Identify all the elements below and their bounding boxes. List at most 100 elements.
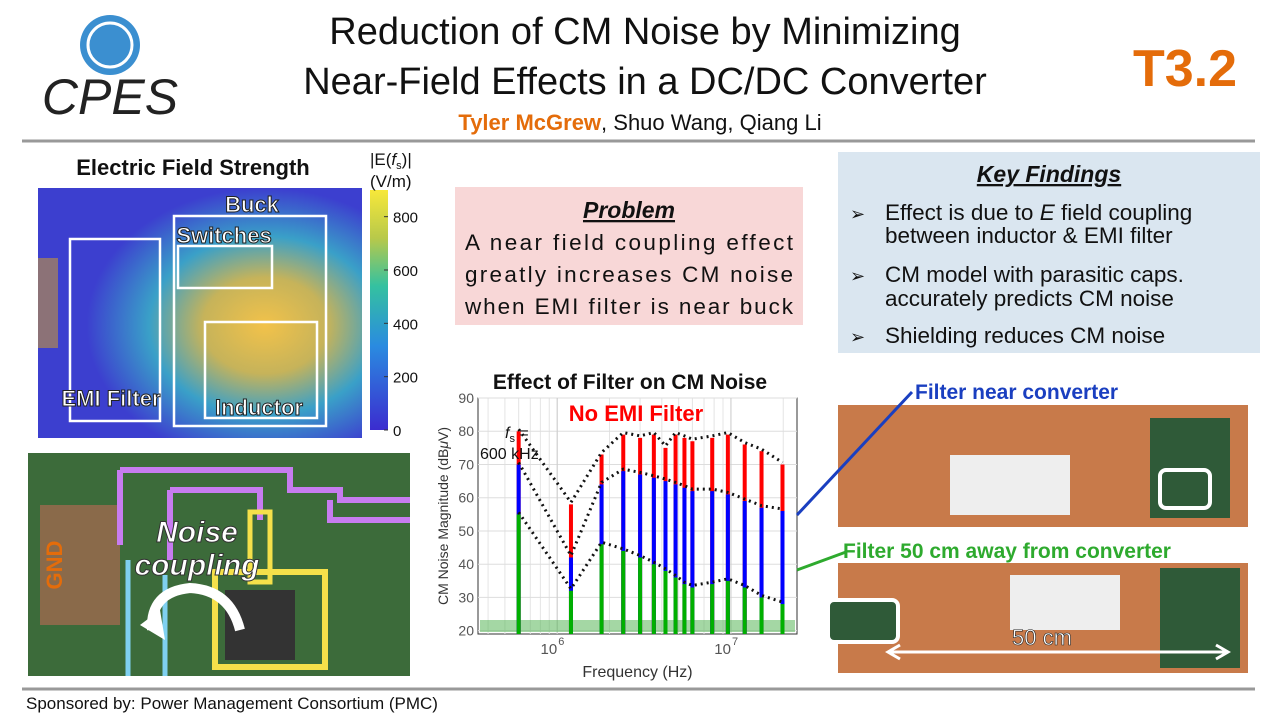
noise-label-line: Noise	[156, 516, 238, 549]
x-tick-exponent: 7	[732, 636, 738, 648]
foam-block	[950, 455, 1070, 515]
filter-outline	[1158, 468, 1212, 510]
bullet: ➢	[850, 327, 865, 347]
logo-ring	[86, 21, 134, 69]
chart-title: Effect of Filter on CM Noise	[493, 371, 767, 394]
problem-line: A near field coupling effect	[465, 230, 794, 255]
findings-box	[838, 152, 1260, 353]
sponsor: Sponsored by: Power Management Consortiu…	[26, 694, 438, 713]
region-label: Switches	[176, 223, 271, 248]
noise-label: Noise coupling	[134, 516, 260, 583]
problem-line: greatly increases CM noise	[465, 262, 793, 287]
fs-value: 600 kHz	[480, 446, 539, 463]
x-tick-label: 10	[541, 641, 558, 658]
poster-code: T3.2	[1133, 40, 1237, 98]
logo-text: CPES	[42, 69, 178, 125]
region-box	[172, 214, 328, 428]
copper-strip	[38, 258, 58, 348]
y-tick-label: 80	[458, 423, 474, 439]
near-label: Filter near converter	[915, 381, 1118, 404]
finding-line: CM model with parasitic caps.	[885, 262, 1184, 287]
finding-line: Shielding reduces CM noise	[885, 323, 1165, 348]
pointer-line	[796, 550, 847, 572]
switch-outline	[247, 509, 273, 585]
logo: CPES	[42, 15, 178, 125]
coupling-arrow	[146, 582, 245, 632]
label-part: CM Noise Magnitude (dB	[435, 449, 451, 605]
label-part: f	[505, 425, 511, 442]
bullet: ➢	[850, 266, 865, 286]
region-label: Inductor	[215, 395, 303, 420]
label-part: μ	[435, 441, 451, 450]
fs-label: fs =	[505, 425, 529, 445]
label-part: =	[515, 425, 529, 442]
authors: Tyler McGrew, Shuo Wang, Qiang Li	[458, 110, 821, 135]
findings-list: ➢ Effect is due to E field coupling betw…	[850, 200, 1192, 348]
colorbar-unit: (V/m)	[370, 172, 412, 191]
region-boxes	[68, 214, 328, 428]
bullet: ➢	[850, 204, 865, 224]
label-part: V)	[435, 427, 451, 441]
noise-label-line: coupling	[135, 549, 260, 582]
region-labels: Buck Switches EMI Filter Inductor	[61, 192, 304, 421]
colorbar-tick-label: 400	[393, 316, 418, 333]
distance-label: 50 cm	[1012, 625, 1072, 650]
colorbar-tick-label: 600	[393, 263, 418, 280]
x-axis-label: Frequency (Hz)	[582, 664, 692, 681]
y-tick-label: 40	[458, 556, 474, 572]
x-tick-label: 10	[714, 641, 731, 658]
problem-box	[455, 187, 803, 325]
x-tick-exponent: 6	[558, 636, 564, 648]
arrow-head	[140, 610, 165, 640]
filter-outline	[826, 598, 900, 644]
y-tick-label: 50	[458, 523, 474, 539]
problem-title: Problem	[583, 197, 675, 223]
region-box	[68, 237, 162, 423]
label-part: |E(	[370, 150, 392, 169]
colorbar	[370, 190, 388, 430]
y-axis-label: CM Noise Magnitude (dBμV)	[435, 427, 451, 605]
region-label: Buck	[225, 192, 280, 217]
pointer-line	[795, 390, 914, 517]
label-part: f	[391, 150, 398, 169]
envelope	[517, 461, 783, 559]
text-part: field coupling	[1055, 200, 1193, 225]
text-part: E	[1040, 200, 1056, 225]
finding-line: accurately predicts CM noise	[885, 286, 1174, 311]
far-label: Filter 50 cm away from converter	[843, 540, 1171, 563]
label-part: )|	[402, 150, 412, 169]
annotation: No EMI Filter	[569, 401, 704, 426]
problem-line: when EMI filter is near buck	[464, 294, 794, 319]
text-part: Effect is due to	[885, 200, 1040, 225]
title: Reduction of CM Noise by Minimizing	[329, 11, 960, 53]
lead-author: Tyler McGrew	[458, 110, 602, 135]
noise-floor	[480, 620, 795, 632]
co-authors: , Shuo Wang, Qiang Li	[601, 110, 822, 135]
gnd-copper	[40, 505, 120, 625]
foam-block	[1010, 575, 1120, 630]
gnd-label: GND	[42, 541, 67, 590]
region-label: EMI Filter	[61, 386, 160, 411]
y-tick-label: 30	[458, 589, 474, 605]
region-box	[176, 244, 274, 290]
label-part: s	[396, 160, 402, 172]
colorbar-ticks: 0 200 400 600 800	[384, 210, 418, 440]
y-tick-label: 70	[458, 456, 474, 472]
field-map-title: Electric Field Strength	[76, 155, 310, 180]
colorbar-tick-label: 0	[393, 423, 401, 440]
colorbar-tick-label: 800	[393, 210, 418, 227]
title: Near-Field Effects in a DC/DC Converter	[303, 61, 987, 103]
colorbar-tick-label: 200	[393, 370, 418, 387]
coupling-trace	[117, 467, 410, 560]
distance-arrow	[885, 643, 1231, 661]
y-tick-label: 60	[458, 490, 474, 506]
envelope	[517, 511, 783, 604]
problem-text: A near field coupling effect greatly inc…	[464, 230, 794, 319]
finding-line: Effect is due to E field coupling	[885, 200, 1192, 225]
label-part: s	[509, 433, 515, 445]
colorbar-label: |E(fs)|	[370, 150, 412, 172]
finding-line: between inductor & EMI filter	[885, 223, 1173, 248]
